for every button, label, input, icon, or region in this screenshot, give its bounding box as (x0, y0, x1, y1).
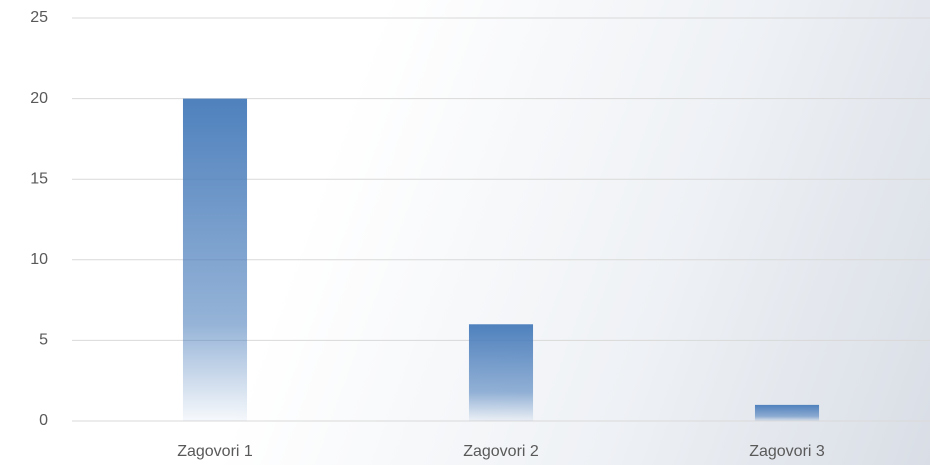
bar (468, 324, 534, 421)
bar (182, 98, 248, 421)
bar (754, 404, 820, 421)
y-tick-label: 10 (30, 251, 48, 268)
y-tick-label: 0 (39, 412, 48, 429)
x-tick-label: Zagovori 2 (463, 443, 539, 460)
y-tick-label: 5 (39, 332, 48, 349)
y-tick-label: 25 (30, 9, 48, 26)
y-tick-label: 15 (30, 170, 48, 187)
y-tick-label: 20 (30, 90, 48, 107)
x-tick-label: Zagovori 1 (177, 443, 253, 460)
x-tick-label: Zagovori 3 (749, 443, 825, 460)
